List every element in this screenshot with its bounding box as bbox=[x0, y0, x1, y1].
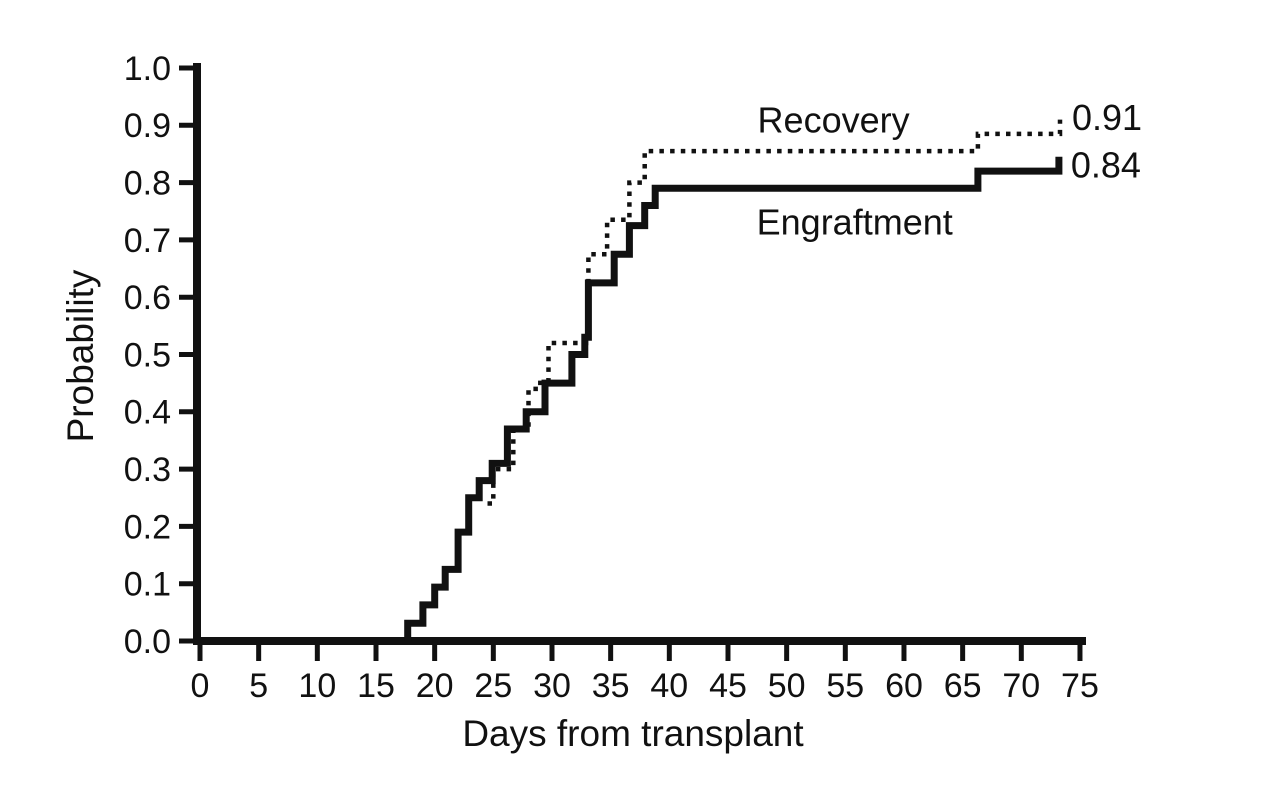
recovery-label: Recovery bbox=[758, 100, 910, 141]
x-tick-label: 50 bbox=[768, 667, 806, 705]
y-tick-label: 0.7 bbox=[124, 222, 171, 260]
x-tick-label: 70 bbox=[1002, 667, 1040, 705]
x-tick-label: 15 bbox=[357, 667, 395, 705]
x-tick-label: 55 bbox=[826, 667, 864, 705]
x-tick-label: 10 bbox=[298, 667, 336, 705]
y-tick-label: 0.0 bbox=[124, 623, 171, 661]
x-tick-label: 25 bbox=[474, 667, 512, 705]
y-tick-label: 0.4 bbox=[124, 394, 171, 432]
y-tick-label: 1.0 bbox=[124, 50, 171, 88]
y-axis-title: Probability bbox=[60, 269, 101, 442]
y-tick-label: 0.6 bbox=[124, 279, 171, 317]
x-tick-label: 60 bbox=[885, 667, 923, 705]
engraftment-final-value: 0.84 bbox=[1071, 144, 1141, 185]
x-tick-label: 40 bbox=[650, 667, 688, 705]
x-tick-label: 65 bbox=[944, 667, 982, 705]
x-tick-label: 30 bbox=[533, 667, 571, 705]
recovery-curve bbox=[487, 119, 1063, 506]
y-tick-label: 0.2 bbox=[124, 508, 171, 546]
y-tick-label: 0.3 bbox=[124, 451, 171, 489]
x-tick-label: 45 bbox=[709, 667, 747, 705]
engraftment-curve bbox=[404, 156, 1063, 641]
y-tick-label: 0.1 bbox=[124, 566, 171, 604]
x-tick-label: 75 bbox=[1061, 667, 1099, 705]
x-tick-label: 35 bbox=[592, 667, 630, 705]
engraftment-label: Engraftment bbox=[757, 202, 953, 243]
x-tick-label: 20 bbox=[416, 667, 454, 705]
y-tick-label: 0.9 bbox=[124, 107, 171, 145]
x-tick-label: 5 bbox=[249, 667, 268, 705]
recovery-final-value: 0.91 bbox=[1072, 97, 1142, 138]
y-tick-label: 0.8 bbox=[124, 165, 171, 203]
y-tick-label: 0.5 bbox=[124, 336, 171, 374]
x-tick-label: 0 bbox=[191, 667, 210, 705]
x-axis-title: Days from transplant bbox=[462, 713, 804, 754]
